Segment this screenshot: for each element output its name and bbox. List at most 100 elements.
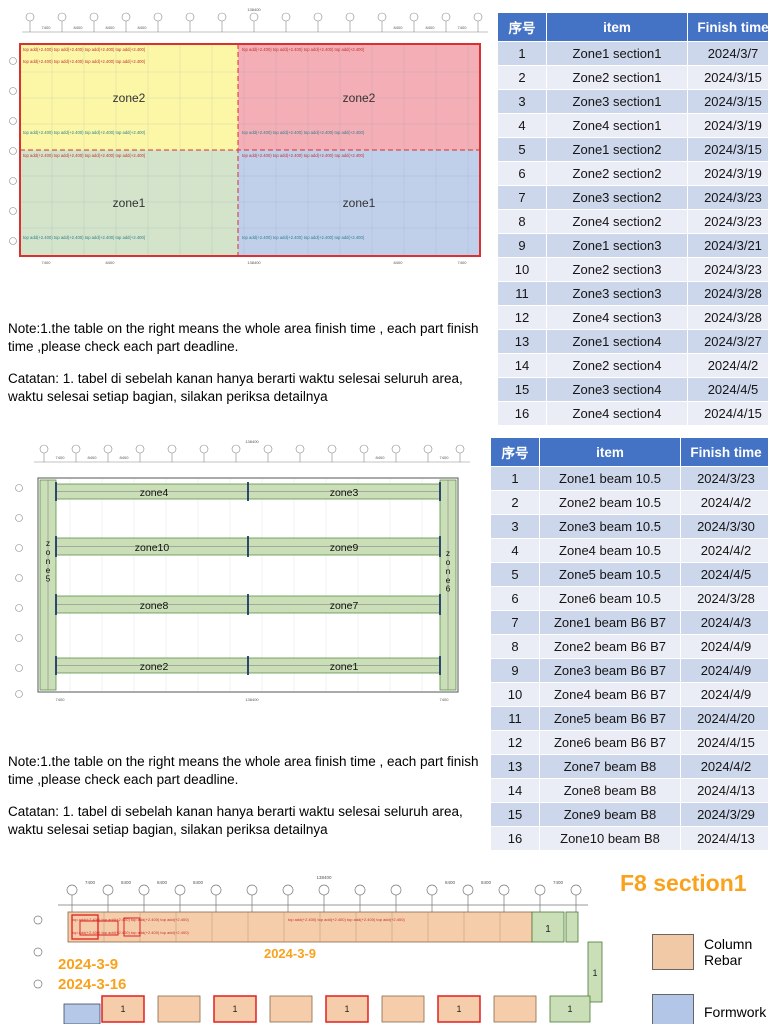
table-cell: Zone3 beam B6 B7 xyxy=(539,658,681,683)
table-row: 8 Zone4 section2 2024/3/23 xyxy=(497,209,768,234)
lower-cells xyxy=(101,995,591,1023)
table-row: 13 Zone1 section4 2024/3/27 xyxy=(497,329,768,354)
annotation-row: top add(+2.400) top add(+2.400) top add(… xyxy=(242,130,365,135)
table-cell: 2024/3/27 xyxy=(687,329,768,354)
annotation-row: top add(+2.400) top add(+2.400) top add(… xyxy=(23,235,146,240)
table-cell: Zone1 section1 xyxy=(546,41,688,66)
table-cell: 2024/3/23 xyxy=(680,466,768,491)
table-cell: 2 xyxy=(497,65,547,90)
grid-dimension-numbers-bottom: 7400 8400 138400 8400 7400 xyxy=(42,260,468,265)
table-cell: Zone9 beam B8 xyxy=(539,802,681,827)
table-cell: 2024/4/9 xyxy=(680,634,768,659)
zone-area-zone1-green xyxy=(20,150,238,256)
table-cell: Zone2 section1 xyxy=(546,65,688,90)
zone-label-zone2-red: zone2 xyxy=(343,91,376,105)
zone-label-zone2-yellow: zone2 xyxy=(113,91,146,105)
table-cell: 13 xyxy=(497,329,547,354)
lower-highlight-boxes xyxy=(101,995,481,1023)
table-row: 11 Zone3 section3 2024/3/28 xyxy=(497,281,768,306)
zone-area-zone2-yellow xyxy=(20,44,238,150)
table-row: 7 Zone1 beam B6 B7 2024/4/3 xyxy=(490,610,768,635)
table-cell: 14 xyxy=(490,778,540,803)
grid-bubbles-left xyxy=(15,484,23,698)
table-row: 12 Zone6 beam B6 B7 2024/4/15 xyxy=(490,730,768,755)
table-row: 14 Zone8 beam B8 2024/4/13 xyxy=(490,778,768,803)
date-line1: 2024-3-9 xyxy=(58,956,118,973)
table-cell: 2 xyxy=(490,490,540,515)
table-header-row: 序号 item Finish time xyxy=(490,437,768,467)
finish-time-table-beams: 序号 item Finish time 1 Zone1 beam 10.5 2024/3… xyxy=(490,437,768,851)
finish-time-table-sections: 序号 item Finish time 1 Zone1 section1 2024/3/… xyxy=(497,12,768,426)
zone-label-zone9: zone9 xyxy=(330,542,359,554)
table-cell: Zone3 beam 10.5 xyxy=(539,514,681,539)
column-header: Finish time xyxy=(687,12,768,42)
table-cell: 2024/3/28 xyxy=(687,281,768,306)
table-cell: Zone1 section3 xyxy=(546,233,688,258)
table-cell: 3 xyxy=(490,514,540,539)
table-cell: 5 xyxy=(497,137,547,162)
cell-label: 1 xyxy=(120,1004,125,1014)
table-cell: 1 xyxy=(497,41,547,66)
zone-borders xyxy=(19,43,481,257)
cell-label: 1 xyxy=(545,924,551,935)
table-cell: Zone4 section1 xyxy=(546,113,688,138)
formwork-cell-green xyxy=(531,911,565,943)
table-cell: 13 xyxy=(490,754,540,779)
zone-area-zone2-red xyxy=(238,44,480,150)
table-cell: Zone10 beam B8 xyxy=(539,826,681,851)
annotation-row: top add(+2.400) top add(+2.400) top add(… xyxy=(242,153,365,158)
annotation-row: top add(+2.400) top add(+2.400) top add(… xyxy=(242,235,365,240)
dim-number: 7400 xyxy=(440,697,450,702)
table-cell: 3 xyxy=(497,89,547,114)
zone-label-zone1-green: zone1 xyxy=(113,196,146,210)
table-cell: Zone8 beam B8 xyxy=(539,778,681,803)
formwork-cell-vertical xyxy=(587,941,603,1003)
note-section1: Note:1.the table on the right means the … xyxy=(8,320,482,420)
table-cell: Zone2 section3 xyxy=(546,257,688,282)
dim-number: 138400 xyxy=(245,697,259,702)
date-band: 2024-3-9 xyxy=(264,946,316,961)
dim-number: 8400 xyxy=(106,25,116,30)
grid-dimension-numbers-bottom: 7400 138400 7400 xyxy=(56,697,450,702)
table-cell: 2024/4/20 xyxy=(680,706,768,731)
dim-number: 8400 xyxy=(138,25,148,30)
dim-number: 7400 xyxy=(42,260,52,265)
table-row: 3 Zone3 section1 2024/3/15 xyxy=(497,89,768,114)
note-english: Note:1.the table on the right means the … xyxy=(8,321,479,354)
dim-number: 8400 xyxy=(426,25,436,30)
table-cell: Zone4 section4 xyxy=(546,401,688,426)
table-row: 12 Zone4 section3 2024/3/28 xyxy=(497,305,768,330)
table-cell: 2024/3/21 xyxy=(687,233,768,258)
table-cell: 2024/4/2 xyxy=(687,353,768,378)
table-row: 2 Zone2 beam 10.5 2024/4/2 xyxy=(490,490,768,515)
annotation-row: top add(+2.400) top add(+2.400) top add(… xyxy=(72,917,189,922)
dim-number: 7400 xyxy=(458,260,468,265)
zone-label-zone1: zone1 xyxy=(330,661,359,673)
annotation-row: top add(+2.400) top add(+2.400) top add(… xyxy=(23,153,146,158)
table-row: 1 Zone1 beam 10.5 2024/3/23 xyxy=(490,466,768,491)
note-indonesian: Catatan: 1. tabel di sebelah kanan hanya… xyxy=(8,804,463,837)
annotation-row: top add(+2.400) top add(+2.400) top add(… xyxy=(23,47,146,52)
table-cell: 7 xyxy=(497,185,547,210)
zone-labels: zone4 zone3 zone10 zone9 zone8 zone7 zon… xyxy=(135,487,359,673)
table-cell: Zone4 section3 xyxy=(546,305,688,330)
dim-number: 8400 xyxy=(376,455,386,460)
dim-number: 8400 xyxy=(157,880,168,885)
legend: Column Rebar Formwork xyxy=(652,934,768,1024)
table-cell: Zone5 beam 10.5 xyxy=(539,562,681,587)
legend-label-column-rebar: Column Rebar xyxy=(704,935,753,968)
dim-number: 8400 xyxy=(106,260,116,265)
table-cell: 2024/4/9 xyxy=(680,682,768,707)
column-rebar-band xyxy=(67,911,533,943)
annotation-row: top add(+2.400) top add(+2.400) top add(… xyxy=(242,47,365,52)
table-row: 16 Zone4 section4 2024/4/15 xyxy=(497,401,768,426)
table-cell: 2024/4/3 xyxy=(680,610,768,635)
table-cell: 9 xyxy=(497,233,547,258)
section-title-f8: F8 section1 xyxy=(620,870,747,896)
grid-bubbles-left xyxy=(9,57,17,245)
note-indonesian: Catatan: 1. tabel di sebelah kanan hanya… xyxy=(8,371,463,404)
table-cell: 14 xyxy=(497,353,547,378)
grid-bubbles-top xyxy=(22,12,488,33)
table-cell: 12 xyxy=(490,730,540,755)
